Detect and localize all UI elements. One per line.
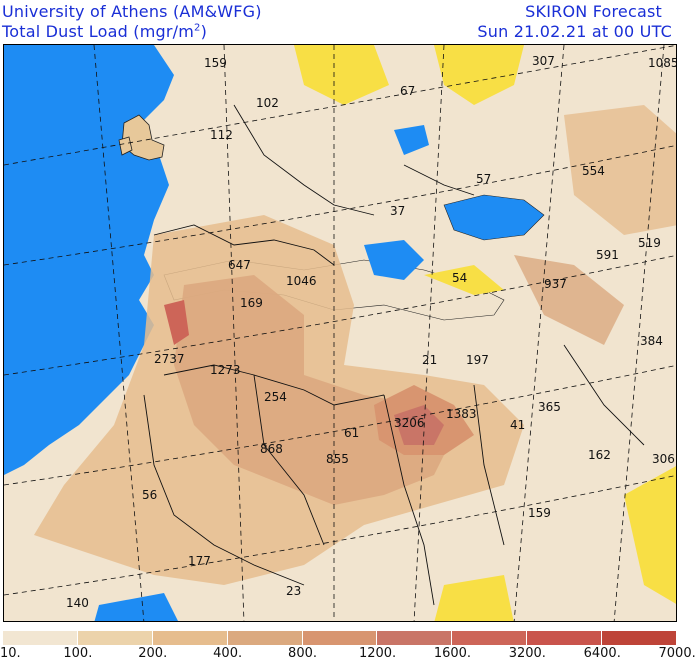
legend-label: 800. (288, 646, 317, 661)
legend-label: 200. (138, 646, 168, 661)
legend-swatch (227, 631, 302, 645)
value-label: 868 (260, 442, 283, 456)
value-label: 254 (264, 390, 287, 404)
value-label: 21 (422, 353, 437, 367)
dust-coast (164, 300, 189, 345)
value-label: 37 (390, 204, 405, 218)
value-label: 140 (66, 596, 89, 610)
valid-time: Sun 21.02.21 at 00 UTC (477, 22, 672, 41)
atlantic-south (94, 593, 178, 621)
dust-1600 (394, 405, 444, 445)
value-label: 1046 (286, 274, 317, 288)
lat-lon-grid (4, 45, 676, 621)
legend-label: 3200. (508, 646, 546, 661)
legend-label: 100. (63, 646, 93, 661)
value-label: 307 (532, 54, 555, 68)
color-legend (3, 631, 677, 645)
value-label: 159 (528, 506, 551, 520)
value-label: 591 (596, 248, 619, 262)
value-label: 197 (466, 353, 489, 367)
value-label: 554 (582, 164, 605, 178)
value-label: 56 (142, 488, 157, 502)
map-canvas: 159 102 67 307 1085 112 57 554 37 519 59… (4, 45, 677, 621)
low-dust-se2 (624, 466, 676, 604)
dust-e (514, 255, 624, 345)
low-dust-north (294, 45, 389, 105)
value-label: 57 (476, 172, 491, 186)
value-label: 519 (638, 236, 661, 250)
ireland-land (118, 136, 133, 156)
value-label: 1085 (648, 56, 677, 70)
value-label: 67 (400, 84, 415, 98)
dust-map: 159 102 67 307 1085 112 57 554 37 519 59… (3, 44, 677, 622)
value-label: 384 (640, 334, 663, 348)
value-label: 23 (286, 584, 301, 598)
black-sea (443, 194, 545, 241)
value-label: 102 (256, 96, 279, 110)
value-label: 1273 (210, 363, 241, 377)
value-label: 855 (326, 452, 349, 466)
header: University of Athens (AM&WFG) Total Dust… (0, 0, 700, 44)
legend-swatch (3, 631, 77, 645)
legend-swatch (77, 631, 152, 645)
value-label: 54 (452, 271, 467, 285)
legend-label: 6400. (583, 646, 621, 661)
legend-label: 10. (0, 646, 21, 661)
value-label: 112 (210, 128, 233, 142)
value-label: 162 (588, 448, 611, 462)
dust-ne (564, 105, 676, 235)
legend-label: 1200. (358, 646, 397, 661)
dust-400 (174, 275, 454, 505)
org-title: University of Athens (AM&WFG) (2, 2, 262, 21)
borders (143, 104, 645, 606)
value-label: 647 (228, 258, 251, 272)
product-title: SKIRON Forecast (525, 2, 662, 21)
value-label: 41 (510, 418, 525, 432)
caspian-sea (394, 125, 429, 155)
aegean-sea (364, 240, 424, 280)
legend-label: 400. (213, 646, 243, 661)
value-label: 159 (204, 56, 227, 70)
low-dust-se1 (424, 265, 504, 295)
value-label: 177 (188, 554, 211, 568)
legend-swatch (527, 631, 602, 645)
value-label: 169 (240, 296, 263, 310)
value-label: 2737 (154, 352, 185, 366)
value-label: 3206 (394, 416, 425, 430)
dust-values: 159 102 67 307 1085 112 57 554 37 519 59… (66, 54, 677, 610)
legend-swatch (602, 631, 676, 645)
legend-swatch (452, 631, 527, 645)
legend-swatch (302, 631, 377, 645)
value-label: 937 (544, 277, 567, 291)
value-label: 306 (652, 452, 675, 466)
legend-label: 1600. (433, 646, 472, 661)
value-label: 61 (344, 426, 359, 440)
value-label: 1383 (446, 407, 477, 421)
legend-swatch (377, 631, 452, 645)
field-title: Total Dust Load (mgr/m2) (2, 22, 208, 41)
value-label: 365 (538, 400, 561, 414)
legend-swatch (152, 631, 227, 645)
legend-label: 7000. (658, 646, 696, 661)
low-dust-south (434, 575, 514, 621)
low-dust-east (434, 45, 524, 105)
